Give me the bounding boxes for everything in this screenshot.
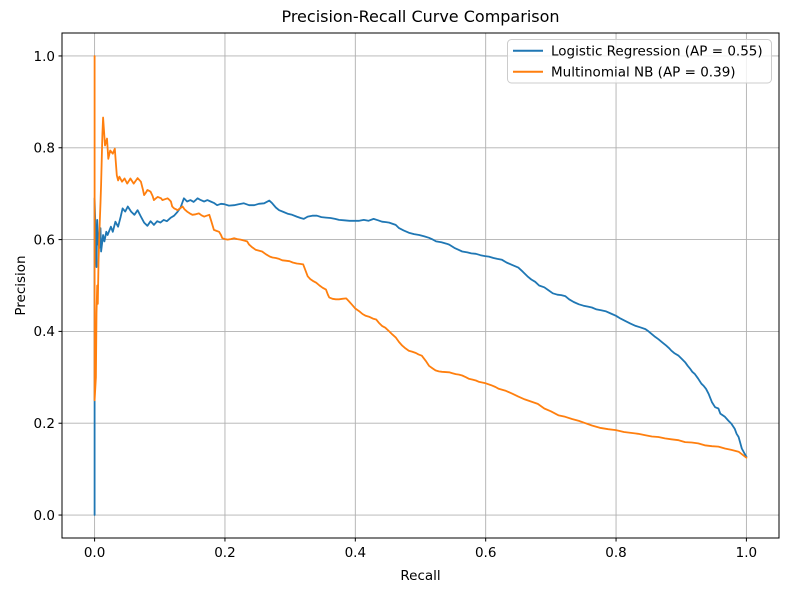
grid-lines [62, 33, 779, 538]
legend: Logistic Regression (AP = 0.55) Multinom… [507, 39, 772, 84]
y-tick-label: 0.2 [34, 416, 55, 432]
x-tick-label: 0.2 [214, 545, 235, 561]
axes-spines [61, 32, 780, 539]
x-tick-label: 0.8 [605, 545, 626, 561]
legend-item: Multinomial NB (AP = 0.39) [513, 65, 736, 81]
x-axis-label: Recall [400, 568, 440, 584]
y-axis-label: Precision [13, 255, 29, 315]
x-tick-label: 1.0 [736, 545, 757, 561]
y-tick-label: 0.4 [34, 324, 55, 340]
series-lines [93, 55, 748, 516]
chart-title: Precision-Recall Curve Comparison [281, 7, 559, 26]
legend-box [507, 39, 772, 84]
y-tick-label: 1.0 [34, 49, 55, 65]
y-tick-label: 0.8 [34, 141, 55, 157]
y-tick-label: 0.0 [34, 508, 55, 524]
x-tick-label: 0.6 [475, 545, 496, 561]
y-tick-label: 0.6 [34, 232, 55, 248]
x-tick-label: 0.4 [345, 545, 366, 561]
x-tick-label: 0.0 [84, 545, 105, 561]
series-line-logistic-regression [93, 197, 748, 516]
legend-item: Logistic Regression (AP = 0.55) [513, 44, 763, 60]
series-line-multinomial-nb [93, 55, 748, 459]
legend-label: Multinomial NB (AP = 0.39) [551, 65, 736, 81]
legend-label: Logistic Regression (AP = 0.55) [551, 44, 763, 60]
axis-ticks: 0.0 0.2 0.4 0.6 0.8 1.0 0.0 0.2 0.4 0.6 0.8 1.0 [34, 49, 758, 561]
